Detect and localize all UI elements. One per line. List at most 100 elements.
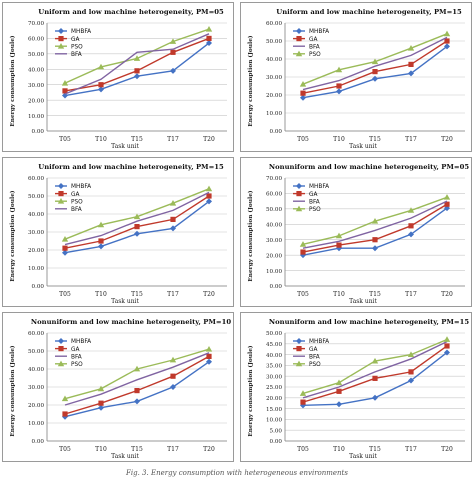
data-point-ga	[408, 223, 414, 229]
legend-label: GA	[71, 347, 79, 353]
y-tick-label: 30.00	[28, 230, 44, 236]
legend-marker	[296, 191, 302, 197]
legend-label: MHBFA	[71, 339, 91, 345]
y-tick-label: 40.00	[266, 222, 282, 228]
data-point-ga	[300, 249, 306, 255]
y-tick-label: 20.00	[28, 248, 44, 254]
y-tick-label: 50.00	[28, 349, 44, 355]
data-point-pso	[61, 395, 69, 402]
data-point-pso	[443, 336, 451, 342]
x-tick-label: T20	[441, 291, 453, 298]
y-tick-label: 40.00	[28, 212, 44, 218]
data-point-mhbfa	[98, 243, 104, 250]
data-point-mhbfa	[444, 43, 450, 50]
legend-label: BFA	[71, 207, 82, 213]
x-tick-label: T20	[441, 136, 453, 143]
data-point-pso	[299, 241, 307, 247]
data-point-mhbfa	[336, 401, 342, 408]
data-point-pso	[335, 232, 343, 239]
data-point-mhbfa	[170, 225, 176, 232]
x-tick-label: T15	[369, 446, 381, 453]
legend-label: PSO	[71, 44, 83, 50]
series-line-bfa	[302, 341, 448, 399]
y-tick-label: 40.00	[266, 57, 282, 63]
y-tick-label: 15.00	[266, 407, 282, 413]
figure-caption: Fig. 3. Energy consumption with heteroge…	[126, 469, 348, 477]
legend-label: GA	[309, 347, 317, 353]
data-point-ga	[206, 35, 212, 42]
x-tick-label: T15	[131, 136, 143, 143]
chart-title: Uniform and low machine heterogeneity, P…	[38, 8, 224, 16]
data-point-mhbfa	[444, 205, 450, 212]
data-point-ga	[336, 83, 342, 89]
y-tick-label: 50.00	[28, 194, 44, 200]
data-point-pso	[169, 200, 177, 206]
chart-title: Nonuniform and low machine heterogeneity…	[269, 163, 469, 171]
x-tick-label: T15	[369, 136, 381, 143]
x-tick-label: T15	[369, 291, 381, 298]
legend-label: MHBFA	[309, 29, 329, 35]
data-point-mhbfa	[372, 394, 378, 401]
legend-marker	[58, 36, 64, 42]
x-axis-label: Task unit	[349, 298, 377, 305]
y-tick-label: 50.00	[28, 52, 44, 58]
series-line-ga	[64, 37, 210, 92]
x-tick-label: T20	[203, 136, 215, 143]
y-tick-label: 60.00	[28, 37, 44, 43]
data-point-ga	[206, 193, 212, 199]
data-point-ga	[408, 369, 414, 375]
y-tick-label: 70.00	[28, 21, 44, 27]
y-tick-label: 0.00	[32, 439, 45, 445]
y-tick-label: 50.00	[266, 39, 282, 45]
data-point-pso	[335, 66, 343, 73]
x-tick-label: T17	[167, 291, 179, 298]
chart-panel-5: Nonuniform and low machine heterogeneity…	[2, 312, 234, 462]
legend-marker	[296, 338, 302, 344]
x-tick-label: T05	[59, 446, 71, 453]
series-line-bfa	[64, 191, 210, 246]
data-point-pso	[407, 351, 415, 357]
data-point-pso	[371, 58, 379, 65]
legend-marker	[57, 360, 65, 367]
x-axis-label: Task unit	[111, 143, 139, 150]
y-axis-label: Energy consumption (Joule)	[9, 190, 16, 282]
legend-marker	[296, 36, 302, 42]
data-point-mhbfa	[300, 402, 306, 409]
x-tick-label: T10	[95, 446, 107, 453]
legend-marker	[295, 360, 303, 367]
legend-marker	[58, 346, 64, 352]
y-tick-label: 0.00	[270, 284, 283, 290]
y-tick-label: 60.00	[28, 331, 44, 337]
data-point-ga	[372, 237, 378, 243]
y-tick-label: 25.00	[266, 385, 282, 391]
data-point-mhbfa	[206, 198, 212, 205]
legend-marker	[295, 50, 303, 57]
data-point-ga	[170, 49, 176, 55]
series-line-pso	[302, 338, 448, 395]
data-point-ga	[170, 373, 176, 379]
data-point-pso	[169, 356, 177, 363]
chart-panel-6: Nonuniform and low machine heterogeneity…	[240, 312, 472, 462]
x-tick-label: T05	[297, 446, 309, 453]
y-tick-label: 30.00	[266, 75, 282, 81]
x-tick-label: T17	[167, 136, 179, 143]
data-point-mhbfa	[98, 404, 104, 411]
y-tick-label: 20.00	[266, 253, 282, 259]
y-tick-label: 10.00	[266, 269, 282, 275]
data-point-ga	[336, 388, 342, 394]
y-tick-label: 10.00	[28, 421, 44, 427]
x-tick-label: T05	[297, 136, 309, 143]
chart-title: Uniform and low machine heterogeneity, P…	[276, 8, 462, 16]
chart-panel-3: Uniform and low machine heterogeneity, P…	[2, 157, 234, 307]
data-point-ga	[336, 242, 342, 248]
data-point-ga	[98, 400, 104, 406]
x-axis-label: Task unit	[111, 298, 139, 305]
x-tick-label: T10	[333, 136, 345, 143]
x-tick-label: T05	[59, 136, 71, 143]
y-tick-label: 60.00	[28, 176, 44, 182]
data-point-ga	[134, 224, 140, 230]
x-tick-label: T10	[333, 291, 345, 298]
y-tick-label: 40.00	[28, 367, 44, 373]
x-tick-label: T17	[405, 136, 417, 143]
chart-title: Nonuniform and low machine heterogeneity…	[31, 318, 231, 326]
